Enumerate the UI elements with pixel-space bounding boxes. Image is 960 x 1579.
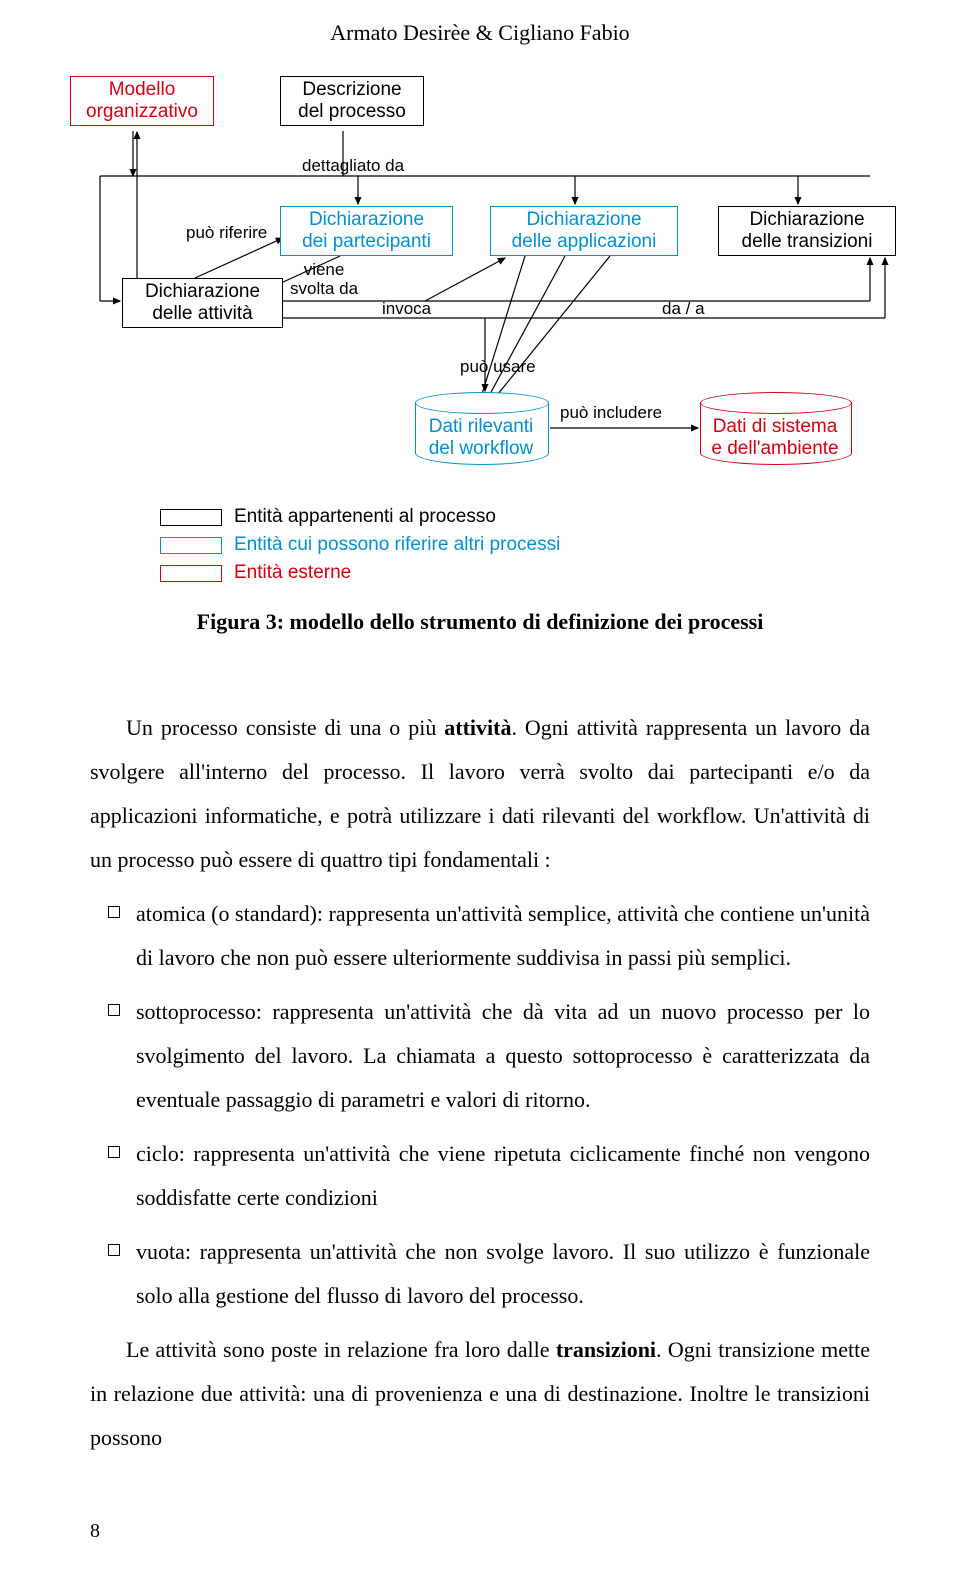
figure-3: Modelloorganizzativo Descrizionedel proc… bbox=[70, 56, 890, 656]
lbl-puo-usare: può usare bbox=[460, 358, 536, 377]
body-text: Un processo consiste di una o più attivi… bbox=[90, 706, 870, 1460]
figure-caption: Figura 3: modello dello strumento di def… bbox=[70, 609, 890, 635]
lbl-invoca: invoca bbox=[382, 300, 431, 319]
bullet-3: ciclo: rappresenta un'attività che viene… bbox=[90, 1132, 870, 1220]
page-header: Armato Desirèe & Cigliano Fabio bbox=[0, 0, 960, 46]
bullet-4: vuota: rappresenta un'attività che non s… bbox=[90, 1230, 870, 1318]
paragraph-1: Un processo consiste di una o più attivi… bbox=[90, 706, 870, 882]
paragraph-2: Le attività sono poste in relazione fra … bbox=[90, 1328, 870, 1460]
bullet-1: atomica (o standard): rappresenta un'att… bbox=[90, 892, 870, 980]
legend-row-1: Entità appartenenti al processo bbox=[160, 506, 496, 528]
box-descrizione: Descrizionedel processo bbox=[280, 76, 424, 126]
bullet-list: atomica (o standard): rappresenta un'att… bbox=[90, 892, 870, 1318]
box-attivita: Dichiarazionedelle attività bbox=[122, 278, 283, 328]
bullet-2: sottoprocesso: rappresenta un'attività c… bbox=[90, 990, 870, 1122]
lbl-viene-svolta: vienesvolta da bbox=[290, 261, 358, 298]
box-applicazioni: Dichiarazionedelle applicazioni bbox=[490, 206, 678, 256]
box-partecipanti: Dichiarazionedei partecipanti bbox=[280, 206, 453, 256]
cyl-workflow-text: Dati rilevantidel workflow bbox=[415, 416, 547, 460]
lbl-dettagliato: dettagliato da bbox=[302, 157, 404, 176]
box-transizioni: Dichiarazionedelle transizioni bbox=[718, 206, 896, 256]
legend-row-2: Entità cui possono riferire altri proces… bbox=[160, 534, 560, 556]
cyl-sistema-text: Dati di sistemae dell'ambiente bbox=[700, 416, 850, 460]
cyl-workflow-top bbox=[415, 392, 549, 414]
lbl-puo-riferire: può riferire bbox=[186, 224, 267, 243]
lbl-puo-includere: può includere bbox=[560, 404, 662, 423]
cyl-sistema-top bbox=[700, 392, 852, 414]
legend-row-3: Entità esterne bbox=[160, 562, 351, 584]
lbl-da-a: da / a bbox=[662, 300, 705, 319]
box-modello: Modelloorganizzativo bbox=[70, 76, 214, 126]
page-number: 8 bbox=[90, 1520, 870, 1543]
